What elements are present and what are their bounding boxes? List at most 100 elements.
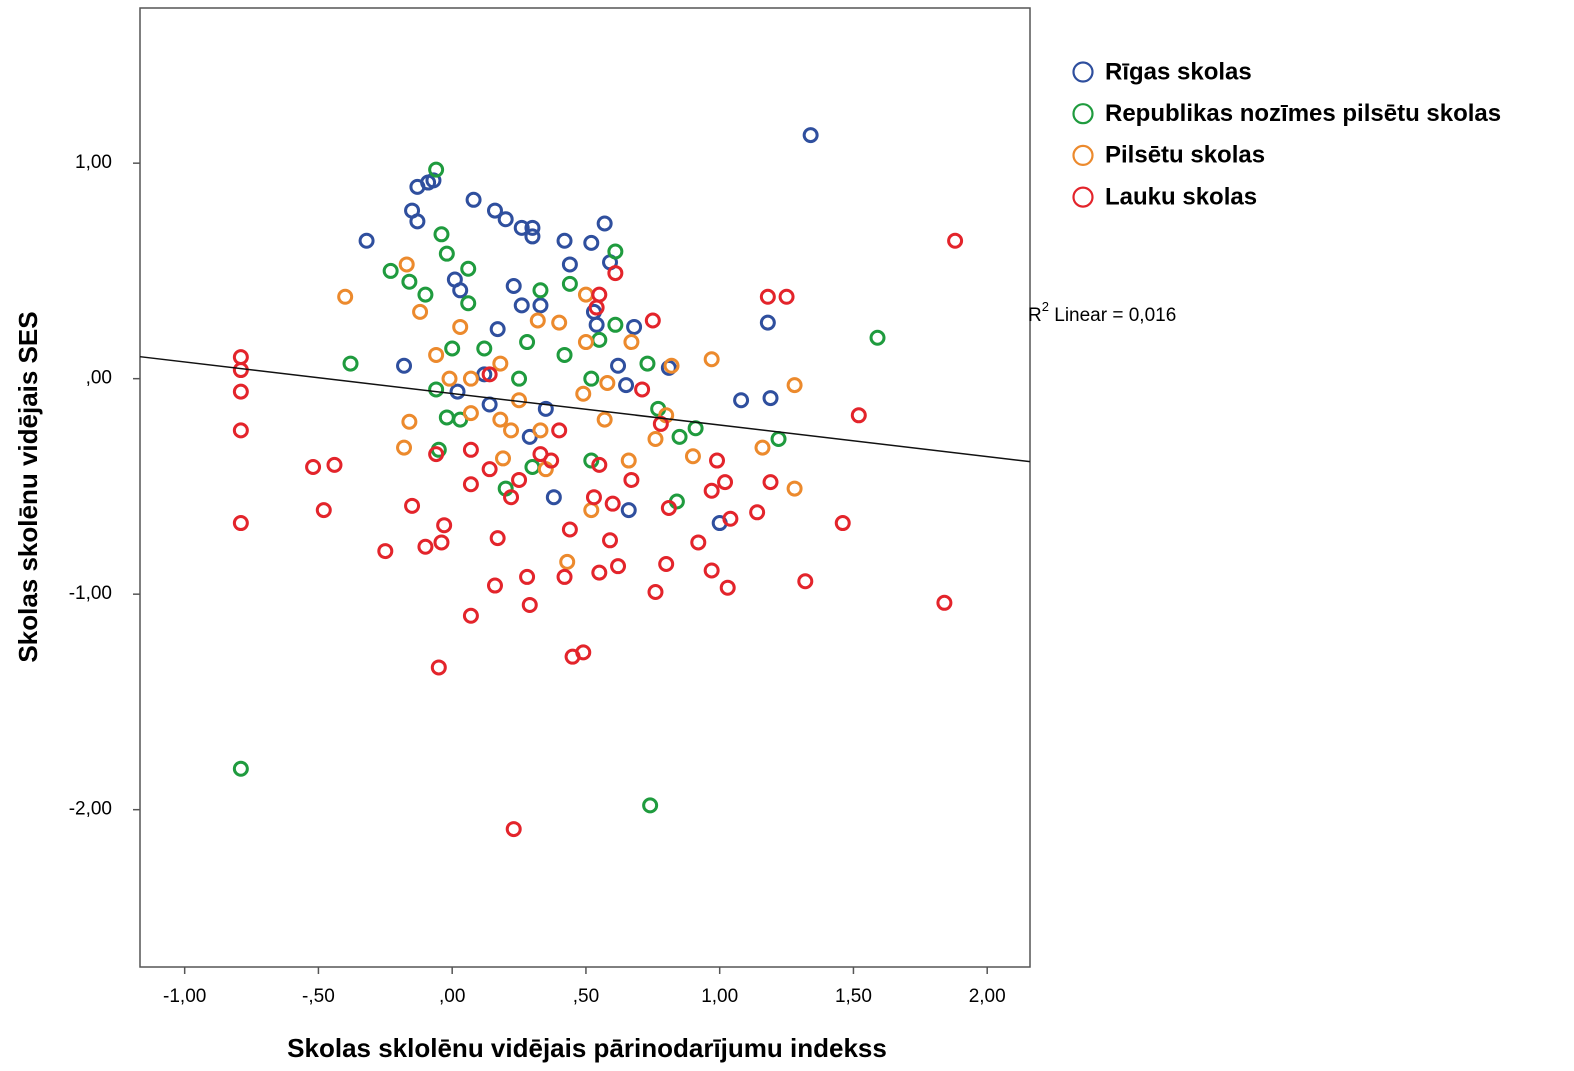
point bbox=[511, 471, 528, 488]
point bbox=[505, 278, 522, 295]
x-tick-label: -,50 bbox=[302, 986, 335, 1007]
point bbox=[503, 422, 520, 439]
legend-marker bbox=[1072, 144, 1094, 166]
point bbox=[377, 543, 394, 560]
point bbox=[358, 232, 375, 249]
point bbox=[532, 297, 549, 314]
point bbox=[441, 370, 458, 387]
point bbox=[602, 532, 619, 549]
point bbox=[797, 573, 814, 590]
point bbox=[462, 441, 479, 458]
point bbox=[513, 219, 530, 236]
point bbox=[642, 797, 659, 814]
point bbox=[503, 489, 520, 506]
point bbox=[559, 553, 576, 570]
point bbox=[556, 346, 573, 363]
x-tick-label: 2,00 bbox=[969, 986, 1006, 1007]
point bbox=[462, 476, 479, 493]
point bbox=[719, 579, 736, 596]
point bbox=[449, 383, 466, 400]
x-tick-label: -1,00 bbox=[163, 986, 206, 1007]
point bbox=[232, 383, 249, 400]
point bbox=[647, 584, 664, 601]
point bbox=[658, 556, 675, 573]
point bbox=[936, 594, 953, 611]
point bbox=[591, 456, 608, 473]
plot-area bbox=[139, 7, 1031, 968]
point bbox=[583, 452, 600, 469]
point bbox=[762, 390, 779, 407]
point bbox=[326, 456, 343, 473]
point bbox=[618, 377, 635, 394]
point bbox=[513, 297, 530, 314]
point bbox=[561, 521, 578, 538]
trend-line bbox=[139, 355, 1031, 463]
point bbox=[583, 234, 600, 251]
y-tick-label: -1,00 bbox=[69, 583, 112, 604]
point bbox=[607, 243, 624, 260]
point bbox=[433, 226, 450, 243]
legend-marker bbox=[1072, 61, 1094, 83]
point bbox=[519, 568, 536, 585]
point bbox=[607, 265, 624, 282]
y-tick-label: -2,00 bbox=[69, 799, 112, 820]
point bbox=[551, 422, 568, 439]
point bbox=[722, 510, 739, 527]
point bbox=[660, 499, 677, 516]
point bbox=[869, 329, 886, 346]
point bbox=[690, 534, 707, 551]
point bbox=[604, 495, 621, 512]
point bbox=[620, 452, 637, 469]
legend-marker bbox=[1072, 186, 1094, 208]
point bbox=[644, 312, 661, 329]
point bbox=[521, 596, 538, 613]
point bbox=[401, 273, 418, 290]
point bbox=[759, 288, 776, 305]
point bbox=[639, 355, 656, 372]
annotation-sup: 2 bbox=[1042, 299, 1049, 314]
point bbox=[460, 295, 477, 312]
point bbox=[647, 431, 664, 448]
x-tick-label: ,50 bbox=[573, 986, 599, 1007]
point bbox=[620, 502, 637, 519]
point bbox=[462, 370, 479, 387]
point bbox=[460, 260, 477, 277]
point bbox=[532, 422, 549, 439]
x-tick-label: 1,50 bbox=[835, 986, 872, 1007]
legend-label: Rīgas skolas bbox=[1105, 58, 1252, 85]
point bbox=[412, 303, 429, 320]
point bbox=[337, 288, 354, 305]
legend-label: Republikas nozīmes pilsētu skolas bbox=[1105, 100, 1501, 127]
point bbox=[556, 232, 573, 249]
point bbox=[232, 422, 249, 439]
point bbox=[834, 515, 851, 532]
point bbox=[497, 211, 514, 228]
annotation-base: R bbox=[1028, 305, 1042, 326]
point bbox=[754, 439, 771, 456]
x-tick-label: ,00 bbox=[439, 986, 465, 1007]
annotation: R2 Linear = 0,016 bbox=[1028, 299, 1176, 326]
point bbox=[733, 392, 750, 409]
point bbox=[404, 497, 421, 514]
point bbox=[428, 346, 445, 363]
point bbox=[596, 411, 613, 428]
point bbox=[591, 564, 608, 581]
point bbox=[551, 314, 568, 331]
point bbox=[850, 407, 867, 424]
point bbox=[305, 459, 322, 476]
point bbox=[599, 374, 616, 391]
point bbox=[671, 428, 688, 445]
point bbox=[492, 355, 509, 372]
point bbox=[436, 517, 453, 534]
point bbox=[623, 471, 640, 488]
point bbox=[452, 318, 469, 335]
point bbox=[626, 318, 643, 335]
point bbox=[462, 405, 479, 422]
point bbox=[398, 256, 415, 273]
point bbox=[575, 644, 592, 661]
point bbox=[532, 446, 549, 463]
point bbox=[492, 411, 509, 428]
point bbox=[465, 191, 482, 208]
point bbox=[561, 275, 578, 292]
point bbox=[561, 256, 578, 273]
